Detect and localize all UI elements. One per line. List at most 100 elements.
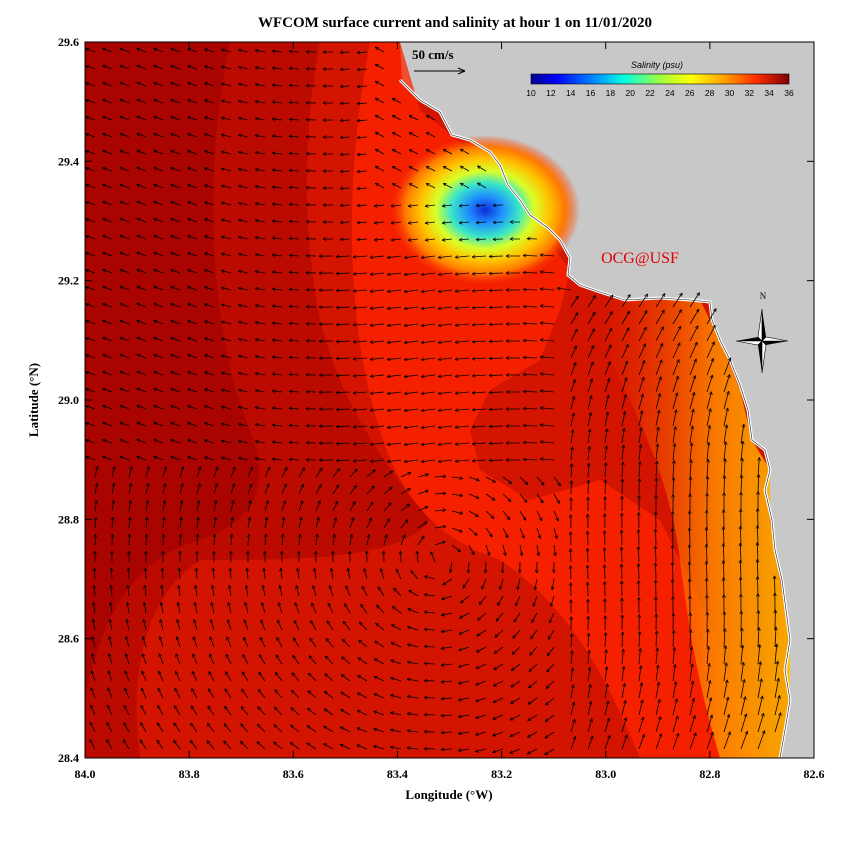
current-vector-head bbox=[263, 533, 268, 538]
current-vector bbox=[460, 165, 470, 172]
current-vector-head bbox=[349, 533, 354, 538]
current-vector bbox=[519, 544, 523, 556]
current-vector-head bbox=[727, 357, 732, 362]
current-vector bbox=[272, 186, 283, 189]
current-vector-head bbox=[136, 455, 141, 460]
current-vector-head bbox=[505, 356, 510, 360]
current-vector bbox=[145, 517, 148, 529]
current-vector-head bbox=[406, 503, 410, 508]
current-vector-head bbox=[288, 134, 293, 139]
current-vector bbox=[260, 619, 266, 631]
current-vector-head bbox=[204, 150, 208, 154]
current-vector-head bbox=[335, 373, 340, 378]
current-vector-head bbox=[318, 339, 323, 343]
current-vector-head bbox=[671, 477, 676, 481]
current-vector-head bbox=[92, 584, 96, 589]
current-vector-head bbox=[358, 639, 363, 644]
current-vector bbox=[774, 678, 780, 699]
current-vector-head bbox=[339, 220, 344, 225]
current-vector bbox=[119, 252, 130, 257]
current-vector-head bbox=[661, 293, 666, 297]
current-vector bbox=[522, 425, 538, 427]
current-vector bbox=[740, 457, 743, 478]
current-vector-head bbox=[204, 269, 208, 273]
current-vector bbox=[655, 443, 659, 461]
current-vector bbox=[255, 236, 266, 240]
current-vector bbox=[468, 510, 479, 517]
current-vector-head bbox=[575, 295, 579, 300]
current-vector-head bbox=[208, 653, 213, 658]
current-vector-head bbox=[510, 683, 515, 688]
current-vector bbox=[621, 631, 624, 648]
current-vector-head bbox=[588, 701, 593, 705]
current-vector-head bbox=[725, 696, 730, 701]
current-vector-head bbox=[221, 303, 225, 308]
current-vector-head bbox=[408, 183, 413, 187]
current-vector bbox=[441, 680, 453, 683]
current-vector bbox=[370, 408, 385, 411]
current-vector bbox=[423, 645, 436, 648]
current-vector bbox=[119, 269, 130, 274]
current-vector-head bbox=[386, 391, 391, 396]
current-vector bbox=[408, 221, 419, 224]
current-vector bbox=[672, 426, 676, 444]
current-vector-head bbox=[403, 306, 408, 311]
current-vector-head bbox=[119, 353, 124, 358]
current-vector-head bbox=[254, 457, 259, 461]
current-vector-head bbox=[622, 682, 626, 687]
current-vector bbox=[136, 201, 147, 206]
current-vector bbox=[272, 67, 283, 70]
current-vector-head bbox=[371, 485, 375, 490]
current-vector-head bbox=[587, 649, 591, 654]
current-vector bbox=[85, 405, 96, 410]
current-vector-head bbox=[454, 289, 459, 293]
current-vector bbox=[458, 731, 470, 735]
current-vector-head bbox=[490, 515, 495, 519]
current-vector-head bbox=[305, 406, 310, 411]
current-vector bbox=[204, 354, 215, 359]
current-vector bbox=[136, 286, 147, 291]
current-vector-head bbox=[424, 204, 429, 208]
current-vector-head bbox=[170, 64, 175, 69]
current-vector-head bbox=[756, 610, 761, 614]
current-vector-head bbox=[191, 688, 195, 692]
current-vector-head bbox=[442, 508, 447, 513]
current-vector-head bbox=[704, 509, 709, 514]
current-vector bbox=[207, 688, 215, 699]
current-vector-head bbox=[488, 458, 493, 463]
current-vector bbox=[481, 578, 487, 590]
current-vector-head bbox=[85, 370, 90, 375]
current-vector bbox=[440, 748, 453, 751]
current-vector bbox=[102, 99, 113, 104]
current-vector bbox=[689, 663, 693, 682]
current-vector bbox=[221, 389, 232, 393]
current-vector-head bbox=[240, 706, 245, 710]
current-vector-head bbox=[424, 489, 429, 494]
current-vector-head bbox=[346, 568, 351, 572]
current-vector bbox=[196, 483, 201, 495]
current-vector-head bbox=[271, 287, 276, 291]
current-vector-head bbox=[654, 596, 658, 601]
current-vector bbox=[468, 527, 478, 536]
current-vector-head bbox=[457, 748, 462, 753]
current-vector-head bbox=[136, 81, 141, 86]
current-vector-head bbox=[204, 218, 208, 222]
current-vector bbox=[672, 443, 676, 461]
current-vector bbox=[655, 326, 664, 342]
current-vector-head bbox=[509, 750, 514, 754]
current-vector-head bbox=[173, 722, 178, 727]
current-vector bbox=[353, 357, 368, 360]
current-vector-head bbox=[606, 377, 611, 382]
current-vector-head bbox=[339, 186, 344, 191]
current-vector bbox=[550, 595, 555, 607]
current-vector-head bbox=[721, 577, 726, 581]
current-vector bbox=[292, 654, 300, 665]
current-vector bbox=[689, 680, 694, 699]
current-vector-head bbox=[494, 633, 499, 638]
current-vector-head bbox=[124, 670, 128, 675]
current-vector bbox=[672, 309, 682, 325]
current-vector-head bbox=[229, 550, 233, 555]
current-vector bbox=[353, 391, 368, 394]
current-vector-head bbox=[425, 183, 430, 187]
current-vector-head bbox=[587, 666, 592, 671]
